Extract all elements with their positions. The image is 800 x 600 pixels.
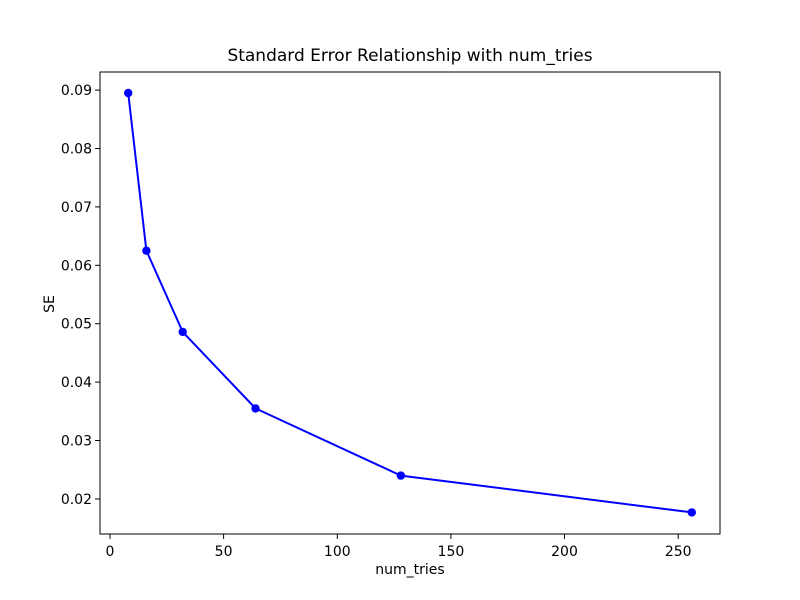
x-tick-label: 0 <box>106 544 115 560</box>
y-tick-label: 0.08 <box>61 142 92 158</box>
y-tick-label: 0.02 <box>61 492 92 508</box>
data-point <box>178 327 187 337</box>
x-axis-label: num_tries <box>375 562 445 578</box>
y-tick-label: 0.05 <box>61 317 92 333</box>
y-tick-label: 0.07 <box>61 200 92 216</box>
y-axis-label: SE <box>42 295 58 313</box>
data-point <box>396 471 406 480</box>
data-line <box>127 92 693 514</box>
y-tick-label: 0.09 <box>61 83 92 99</box>
data-point <box>687 508 696 517</box>
data-point <box>142 246 151 255</box>
y-tick-label: 0.04 <box>61 375 92 391</box>
x-tick-label: 200 <box>551 544 578 560</box>
x-tick-label: 250 <box>665 544 692 560</box>
plot-border <box>99 71 721 535</box>
x-tick-label: 50 <box>215 544 233 560</box>
x-tick-label: 100 <box>324 544 351 560</box>
x-tick-label: 150 <box>438 544 465 560</box>
chart-title: Standard Error Relationship with num_tri… <box>227 46 593 66</box>
data-point <box>124 88 133 98</box>
data-point <box>251 404 260 413</box>
y-tick-label: 0.06 <box>61 258 92 274</box>
y-tick-label: 0.03 <box>61 434 92 450</box>
